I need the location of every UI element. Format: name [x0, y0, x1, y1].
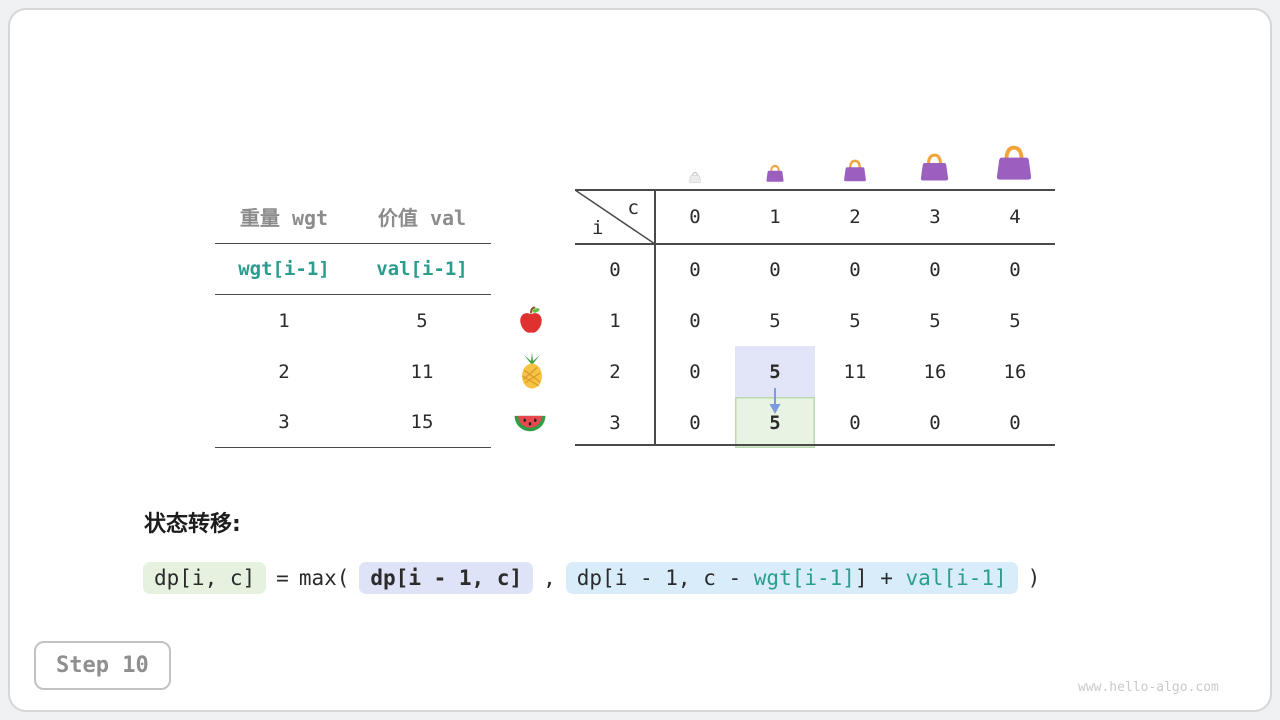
dp-col-header-0: 0 [689, 206, 701, 228]
dp-col-header-2: 2 [849, 206, 861, 228]
formula-arg2-mid: ] + [854, 566, 906, 590]
formula-arg2-prefix: dp[i - 1, c - [576, 566, 754, 590]
formula-comma: , [543, 566, 556, 590]
corner-col-var: c [627, 197, 639, 219]
dp-cell-2-3: 16 [923, 360, 947, 383]
dp-cell-1-1: 5 [769, 309, 781, 332]
dp-cell-3-2: 0 [849, 411, 861, 434]
watermelon-icon [514, 415, 546, 432]
dp-cell-0-1: 0 [769, 258, 781, 281]
items-table-index-row: wgt[i-1] val[i-1] [215, 244, 491, 295]
formula-arg2-val: val[i-1] [905, 566, 1007, 590]
dp-cell-1-3: 5 [929, 309, 941, 332]
transition-arrow-down-icon [769, 388, 781, 414]
formula-equals: = [276, 566, 289, 590]
formula-close-paren: ) [1027, 566, 1041, 590]
dp-col-header-4: 4 [1009, 206, 1021, 228]
dp-table-bottom-line [575, 444, 1055, 446]
dp-cell-2-4: 16 [1003, 360, 1027, 383]
item-row-watermelon: 3 15 [215, 397, 491, 448]
handbag-icon-capacity-0 [689, 171, 701, 183]
dp-row-label-0: 0 [609, 258, 621, 281]
state-transition-label: 状态转移: [144, 512, 241, 537]
formula-max-open: max( [298, 566, 350, 590]
item-wgt: 1 [278, 309, 290, 332]
dp-row-label-2: 2 [609, 360, 621, 383]
item-val: 11 [410, 360, 434, 383]
dp-cell-3-4: 0 [1009, 411, 1021, 434]
dp-cell-1-4: 5 [1009, 309, 1021, 332]
handbag-icon-capacity-4 [996, 145, 1032, 180]
items-index-wgt: wgt[i-1] [238, 258, 330, 280]
state-transition-formula: dp[i, c] = max( dp[i - 1, c] , dp[i - 1,… [143, 562, 1040, 594]
corner-row-var: i [592, 217, 604, 239]
formula-arg2-pill: dp[i - 1, c - wgt[i-1]] + val[i-1] [565, 562, 1018, 594]
dp-cell-1-0: 0 [689, 309, 701, 332]
pineapple-icon [522, 352, 542, 389]
handbag-icon-capacity-3 [920, 153, 949, 181]
items-col-weight-header: 重量 wgt [239, 206, 329, 230]
formula-arg2-wgt: wgt[i-1] [753, 566, 855, 590]
dp-cell-2-2: 11 [843, 360, 867, 383]
step-badge: Step 10 [34, 641, 171, 690]
dp-cell-0-2: 0 [849, 258, 861, 281]
dp-corner-cell: c i [575, 190, 655, 244]
item-val: 15 [410, 411, 434, 433]
items-table: 重量 wgt 价值 val wgt[i-1] val[i-1] 1 5 2 11… [215, 190, 491, 448]
item-row-apple: 1 5 [215, 295, 491, 346]
dp-cell-0-4: 0 [1009, 258, 1021, 281]
item-wgt: 3 [278, 411, 290, 433]
formula-arg1-pill: dp[i - 1, c] [359, 562, 534, 594]
dp-table-vertical-line [654, 189, 656, 445]
items-col-value-header: 价值 val [377, 206, 467, 230]
items-index-val: val[i-1] [376, 258, 468, 280]
item-val: 5 [416, 309, 428, 332]
watermark-url: www.hello-algo.com [1078, 680, 1219, 695]
dp-cell-0-3: 0 [929, 258, 941, 281]
dp-cell-1-2: 5 [849, 309, 861, 332]
figure-card [8, 8, 1272, 712]
dp-table-header-line [575, 243, 1055, 245]
dp-cell-0-0: 0 [689, 258, 701, 281]
formula-lhs-pill: dp[i, c] [143, 562, 267, 594]
dp-row-label-1: 1 [609, 309, 621, 332]
item-row-pineapple: 2 11 [215, 346, 491, 397]
apple-icon [520, 306, 542, 333]
dp-table: c i 0 1 2 3 4 0 0 0 0 0 0 1 0 5 5 5 5 2 … [575, 190, 1055, 448]
handbag-icon-capacity-1 [766, 164, 784, 182]
dp-cell-3-0: 0 [689, 411, 701, 434]
dp-col-header-1: 1 [769, 206, 781, 228]
handbag-icon-capacity-2 [844, 159, 866, 182]
dp-cell-3-3: 0 [929, 411, 941, 434]
dp-row-label-3: 3 [609, 411, 621, 434]
items-table-header-row: 重量 wgt 价值 val [215, 190, 491, 244]
dp-cell-2-0: 0 [689, 360, 701, 383]
item-wgt: 2 [278, 360, 290, 383]
dp-table-top-line [575, 189, 1055, 191]
corner-diagonal-line [575, 190, 655, 244]
dp-col-header-3: 3 [929, 206, 941, 228]
